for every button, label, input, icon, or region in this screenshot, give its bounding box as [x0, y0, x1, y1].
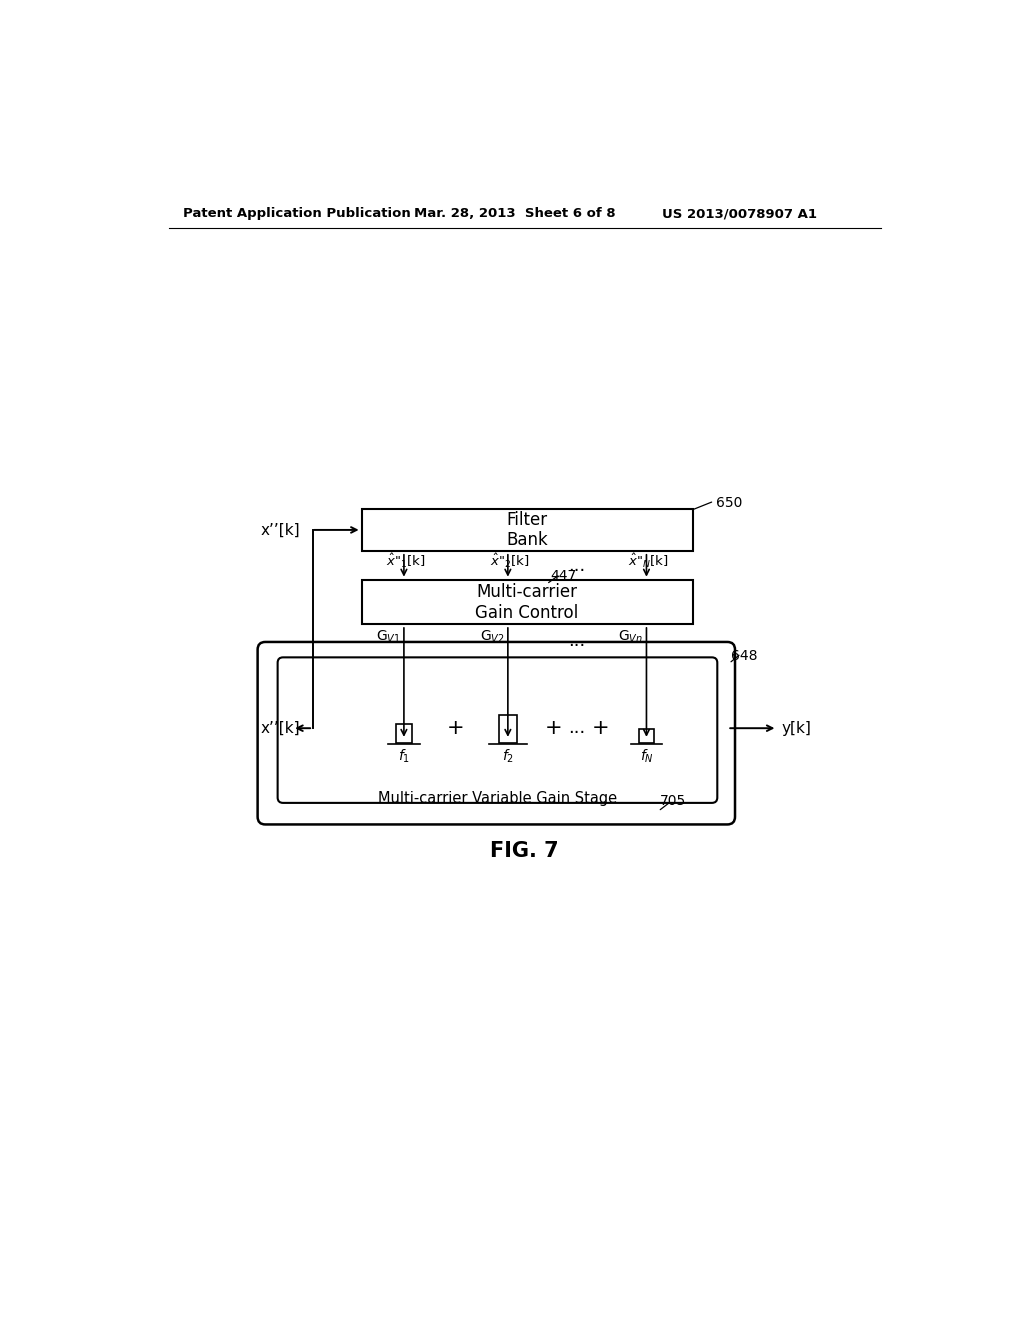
Text: US 2013/0078907 A1: US 2013/0078907 A1 [662, 207, 817, 220]
Text: $\hat{x}$"$_1$[k]: $\hat{x}$"$_1$[k] [386, 552, 425, 570]
Text: 648: 648 [731, 649, 758, 663]
Text: Mar. 28, 2013  Sheet 6 of 8: Mar. 28, 2013 Sheet 6 of 8 [414, 207, 615, 220]
Text: 447: 447 [550, 569, 577, 582]
Text: x’’[k]: x’’[k] [260, 721, 300, 735]
Text: ...: ... [568, 632, 586, 649]
Text: Filter
Bank: Filter Bank [506, 511, 548, 549]
FancyBboxPatch shape [258, 642, 735, 825]
Text: +: + [545, 718, 563, 738]
Text: $\hat{x}$"$_N$[k]: $\hat{x}$"$_N$[k] [628, 552, 669, 570]
Bar [361, 581, 692, 624]
Text: $f_N$: $f_N$ [640, 747, 653, 764]
Text: ...: ... [568, 719, 586, 737]
Text: +: + [447, 718, 465, 738]
Text: G$_{V2}$: G$_{V2}$ [480, 628, 505, 644]
Text: x’’[k]: x’’[k] [260, 523, 300, 537]
Text: Patent Application Publication: Patent Application Publication [183, 207, 411, 220]
Text: G$_{V1}$: G$_{V1}$ [376, 628, 400, 644]
Text: 650: 650 [716, 495, 742, 510]
Bar [396, 723, 412, 743]
Text: $f_1$: $f_1$ [398, 747, 410, 764]
Text: Multi-carrier Variable Gain Stage: Multi-carrier Variable Gain Stage [378, 792, 617, 807]
Bar [499, 715, 517, 743]
Bar [639, 729, 654, 743]
Text: +: + [592, 718, 609, 738]
Text: y[k]: y[k] [781, 721, 811, 735]
Text: ...: ... [568, 557, 586, 576]
FancyBboxPatch shape [278, 657, 717, 803]
Text: $f_2$: $f_2$ [502, 747, 514, 764]
Text: Multi-carrier
Gain Control: Multi-carrier Gain Control [475, 583, 579, 622]
Text: FIG. 7: FIG. 7 [490, 841, 559, 862]
Text: 705: 705 [660, 795, 686, 808]
Bar [361, 508, 692, 552]
Text: $\hat{x}$"$_2$[k]: $\hat{x}$"$_2$[k] [489, 552, 529, 570]
Text: G$_{Vn}$: G$_{Vn}$ [618, 628, 643, 644]
